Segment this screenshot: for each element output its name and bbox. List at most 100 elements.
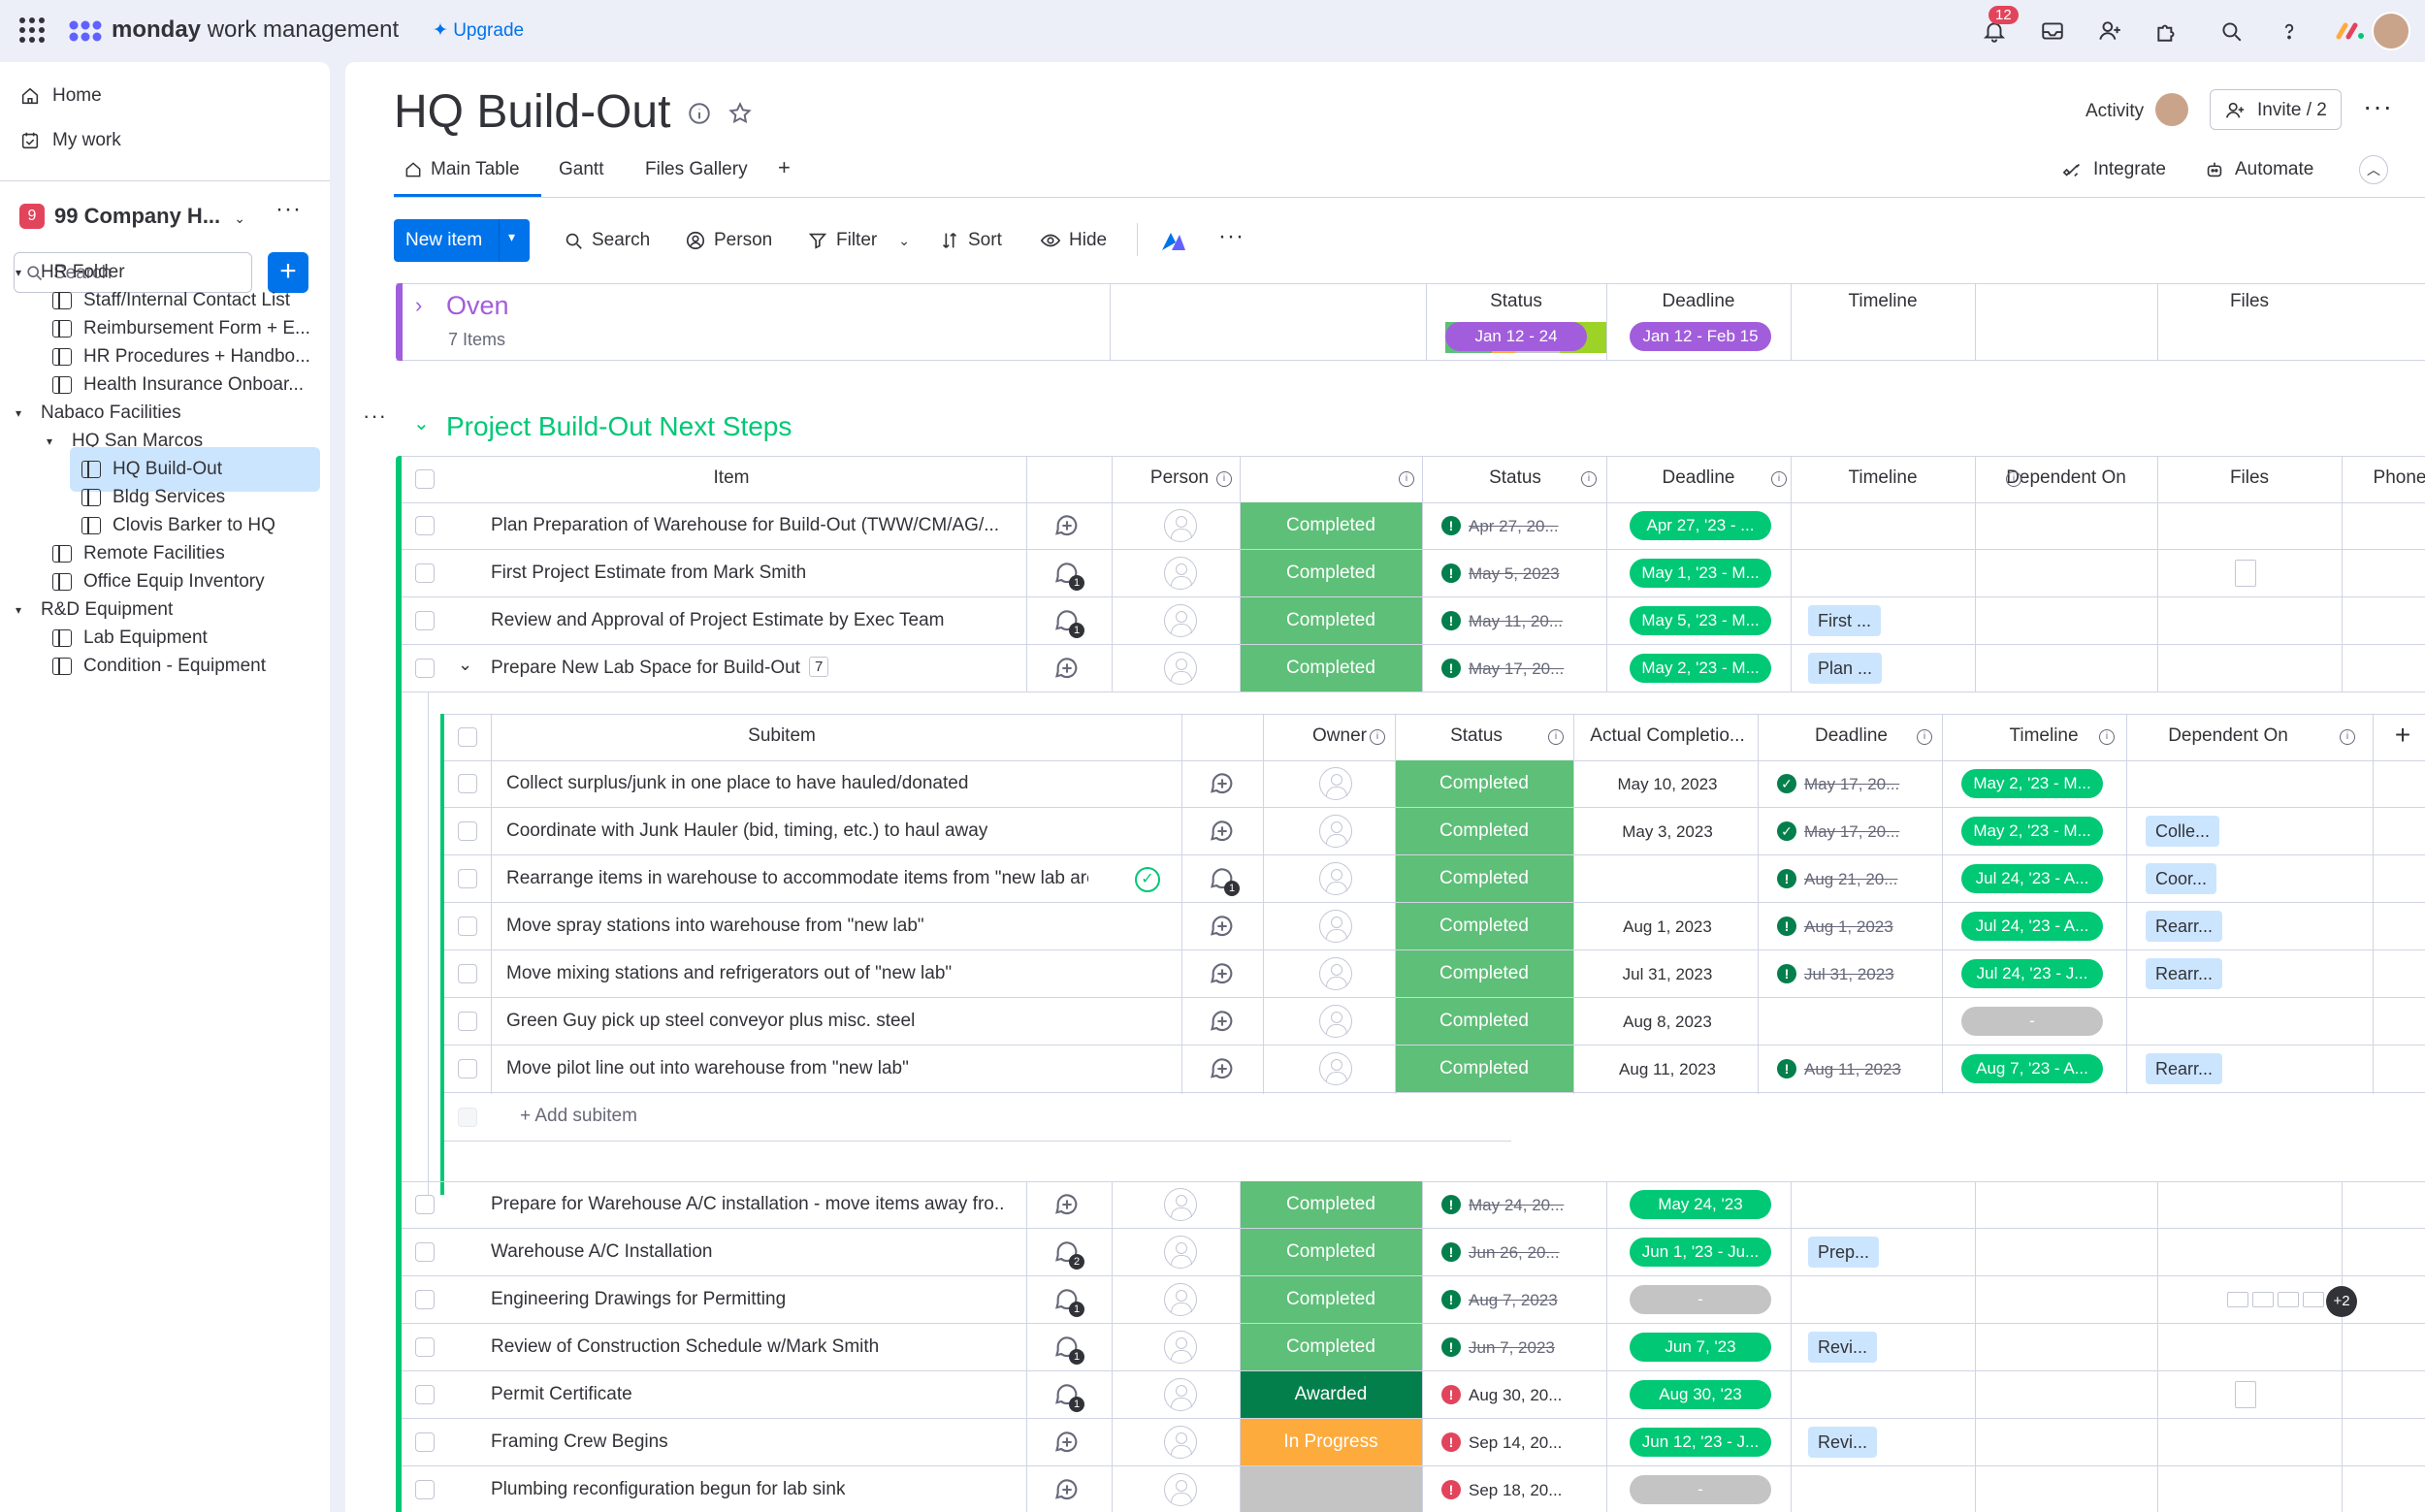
integrate-button[interactable]: Integrate [2062, 159, 2166, 180]
upgrade-link[interactable]: ✦ Upgrade [433, 20, 525, 41]
info-icon[interactable]: i [2099, 729, 2115, 745]
updates-bubble-icon[interactable] [1053, 1239, 1081, 1266]
chevron-down-icon[interactable]: ⌄ [898, 232, 910, 248]
bell-icon[interactable] [1979, 16, 2010, 47]
add-update-icon[interactable] [1209, 1055, 1236, 1082]
row-checkbox[interactable] [415, 1242, 435, 1262]
owner-avatar-placeholder[interactable] [1319, 862, 1352, 895]
sidebar-my-work[interactable]: My work [19, 130, 121, 151]
status-label[interactable]: Completed [1240, 597, 1422, 644]
item-name[interactable]: Warehouse A/C Installation [491, 1241, 713, 1262]
apps-marketplace-icon[interactable] [2151, 16, 2182, 47]
row-checkbox[interactable] [415, 1290, 435, 1309]
subitem-dependency-chip[interactable]: Coor... [2146, 863, 2217, 894]
person-avatar-placeholder[interactable] [1164, 1426, 1197, 1459]
sidebar-item-hq-build-out[interactable]: HQ Build-Out [70, 447, 320, 492]
subitem-name[interactable]: Rearrange items in warehouse to accommod… [506, 868, 1088, 888]
sidebar-item-health-insurance-onboar[interactable]: Health Insurance Onboar... [52, 366, 304, 404]
subitem-name[interactable]: Coordinate with Junk Hauler (bid, timing… [506, 820, 988, 841]
subitem-deadline-date[interactable]: Aug 11, 2023 [1804, 1060, 1901, 1078]
timeline-pill[interactable]: Apr 27, '23 - ... [1630, 511, 1771, 540]
row-checkbox[interactable] [415, 611, 435, 630]
tab-files-gallery[interactable]: Files Gallery [645, 159, 748, 179]
row-checkbox[interactable] [415, 1385, 435, 1404]
subitem-name[interactable]: Move mixing stations and refrigerators o… [506, 963, 953, 983]
file-thumbnail-icon[interactable] [2235, 560, 2256, 587]
add-update-icon[interactable] [1053, 1191, 1081, 1218]
timeline-pill[interactable]: Aug 30, '23 [1630, 1380, 1771, 1409]
updates-bubble-icon[interactable] [1053, 1381, 1081, 1408]
activity-avatar[interactable] [2155, 93, 2188, 126]
chevron-right-icon[interactable]: › [415, 293, 423, 317]
subitem-status-label[interactable]: Completed [1395, 808, 1573, 854]
status-label[interactable]: Completed [1240, 1324, 1422, 1370]
dependency-chip[interactable]: Plan ... [1808, 653, 1883, 684]
timeline-pill[interactable]: - [1630, 1475, 1771, 1504]
subitem-checkbox[interactable] [458, 917, 477, 936]
subitem-name[interactable]: Collect surplus/junk in one place to hav… [506, 773, 969, 793]
caret-down-icon[interactable]: ▾ [16, 406, 22, 420]
updates-bubble-icon[interactable] [1053, 607, 1081, 634]
more-files-badge[interactable]: +2 [2326, 1286, 2357, 1317]
activity-button[interactable]: Activity [2086, 101, 2145, 121]
dependency-chip[interactable]: Revi... [1808, 1332, 1878, 1363]
inbox-icon[interactable] [2037, 16, 2068, 47]
group-more-icon[interactable]: ··· [363, 403, 387, 428]
subitem-timeline-pill[interactable]: - [1961, 1007, 2103, 1036]
subitem-checkbox[interactable] [458, 964, 477, 983]
ai-assistant-icon[interactable] [1158, 227, 1187, 254]
subitem-timeline-pill[interactable]: Aug 7, '23 - A... [1961, 1054, 2103, 1083]
subitem-dependency-chip[interactable]: Rearr... [2146, 958, 2223, 989]
add-update-icon[interactable] [1209, 1008, 1236, 1035]
subitem-status-label[interactable]: Completed [1395, 760, 1573, 807]
updates-bubble-icon[interactable] [1053, 560, 1081, 587]
updates-bubble-icon[interactable] [1053, 1334, 1081, 1361]
subitem-timeline-pill[interactable]: Jul 24, '23 - J... [1961, 959, 2103, 988]
dependency-chip[interactable]: Revi... [1808, 1427, 1878, 1458]
add-update-icon[interactable] [1209, 818, 1236, 845]
subitem-dependency-chip[interactable]: Rearr... [2146, 911, 2223, 942]
select-all-checkbox[interactable] [415, 469, 435, 489]
sidebar-item-office-equip-inventory[interactable]: Office Equip Inventory [52, 563, 265, 601]
status-label[interactable]: Completed [1240, 1276, 1422, 1323]
subitem-dependency-chip[interactable]: Colle... [2146, 816, 2220, 847]
row-checkbox[interactable] [415, 1432, 435, 1452]
toolbar-more-icon[interactable]: ··· [1218, 223, 1245, 249]
info-icon[interactable]: i [2006, 471, 2021, 487]
sidebar-item-reimbursement-form-e[interactable]: Reimbursement Form + E... [52, 309, 310, 348]
subitem-timeline-pill[interactable]: Jul 24, '23 - A... [1961, 864, 2103, 893]
timeline-pill[interactable]: May 24, '23 [1630, 1190, 1771, 1219]
chevron-down-icon[interactable]: ⌄ [413, 413, 430, 434]
owner-avatar-placeholder[interactable] [1319, 1052, 1352, 1085]
file-thumbnail-icon[interactable] [2278, 1292, 2299, 1307]
add-subitem-button[interactable]: + Add subitem [520, 1106, 637, 1126]
chevron-down-icon[interactable]: ⌄ [458, 655, 473, 674]
person-avatar-placeholder[interactable] [1164, 557, 1197, 590]
add-board-button[interactable]: + [268, 252, 308, 293]
add-update-icon[interactable] [1053, 655, 1081, 682]
deadline-date[interactable]: May 24, 20... [1469, 1196, 1565, 1214]
item-name[interactable]: Review and Approval of Project Estimate … [491, 610, 945, 630]
add-update-icon[interactable] [1053, 512, 1081, 539]
item-name[interactable]: Review of Construction Schedule w/Mark S… [491, 1336, 880, 1357]
search-icon[interactable] [2215, 16, 2247, 47]
subitem-checkbox[interactable] [458, 774, 477, 793]
board-title[interactable]: HQ Build-Out [394, 86, 671, 138]
status-label[interactable]: Completed [1240, 550, 1422, 596]
sidebar-item-condition-equipment[interactable]: Condition - Equipment [52, 647, 266, 686]
info-icon[interactable]: i [1370, 729, 1385, 745]
chevron-down-icon[interactable]: ▾ [508, 229, 516, 244]
group-title[interactable]: Oven [446, 291, 509, 320]
item-name[interactable]: Prepare for Warehouse A/C installation -… [491, 1194, 1005, 1214]
item-name[interactable]: Plan Preparation of Warehouse for Build-… [491, 515, 1000, 535]
info-icon[interactable]: i [1581, 471, 1597, 487]
subitem-deadline-date[interactable]: May 17, 20... [1804, 822, 1900, 841]
search-button[interactable]: Search [563, 230, 650, 251]
add-update-icon[interactable] [1053, 1476, 1081, 1503]
tab-main-table[interactable]: Main Table [404, 159, 520, 180]
item-name[interactable]: Permit Certificate [491, 1384, 632, 1404]
person-avatar-placeholder[interactable] [1164, 1331, 1197, 1364]
subitem-checkbox[interactable] [458, 1059, 477, 1078]
caret-down-icon[interactable]: ▾ [16, 603, 22, 617]
deadline-date[interactable]: Sep 14, 20... [1469, 1433, 1563, 1452]
